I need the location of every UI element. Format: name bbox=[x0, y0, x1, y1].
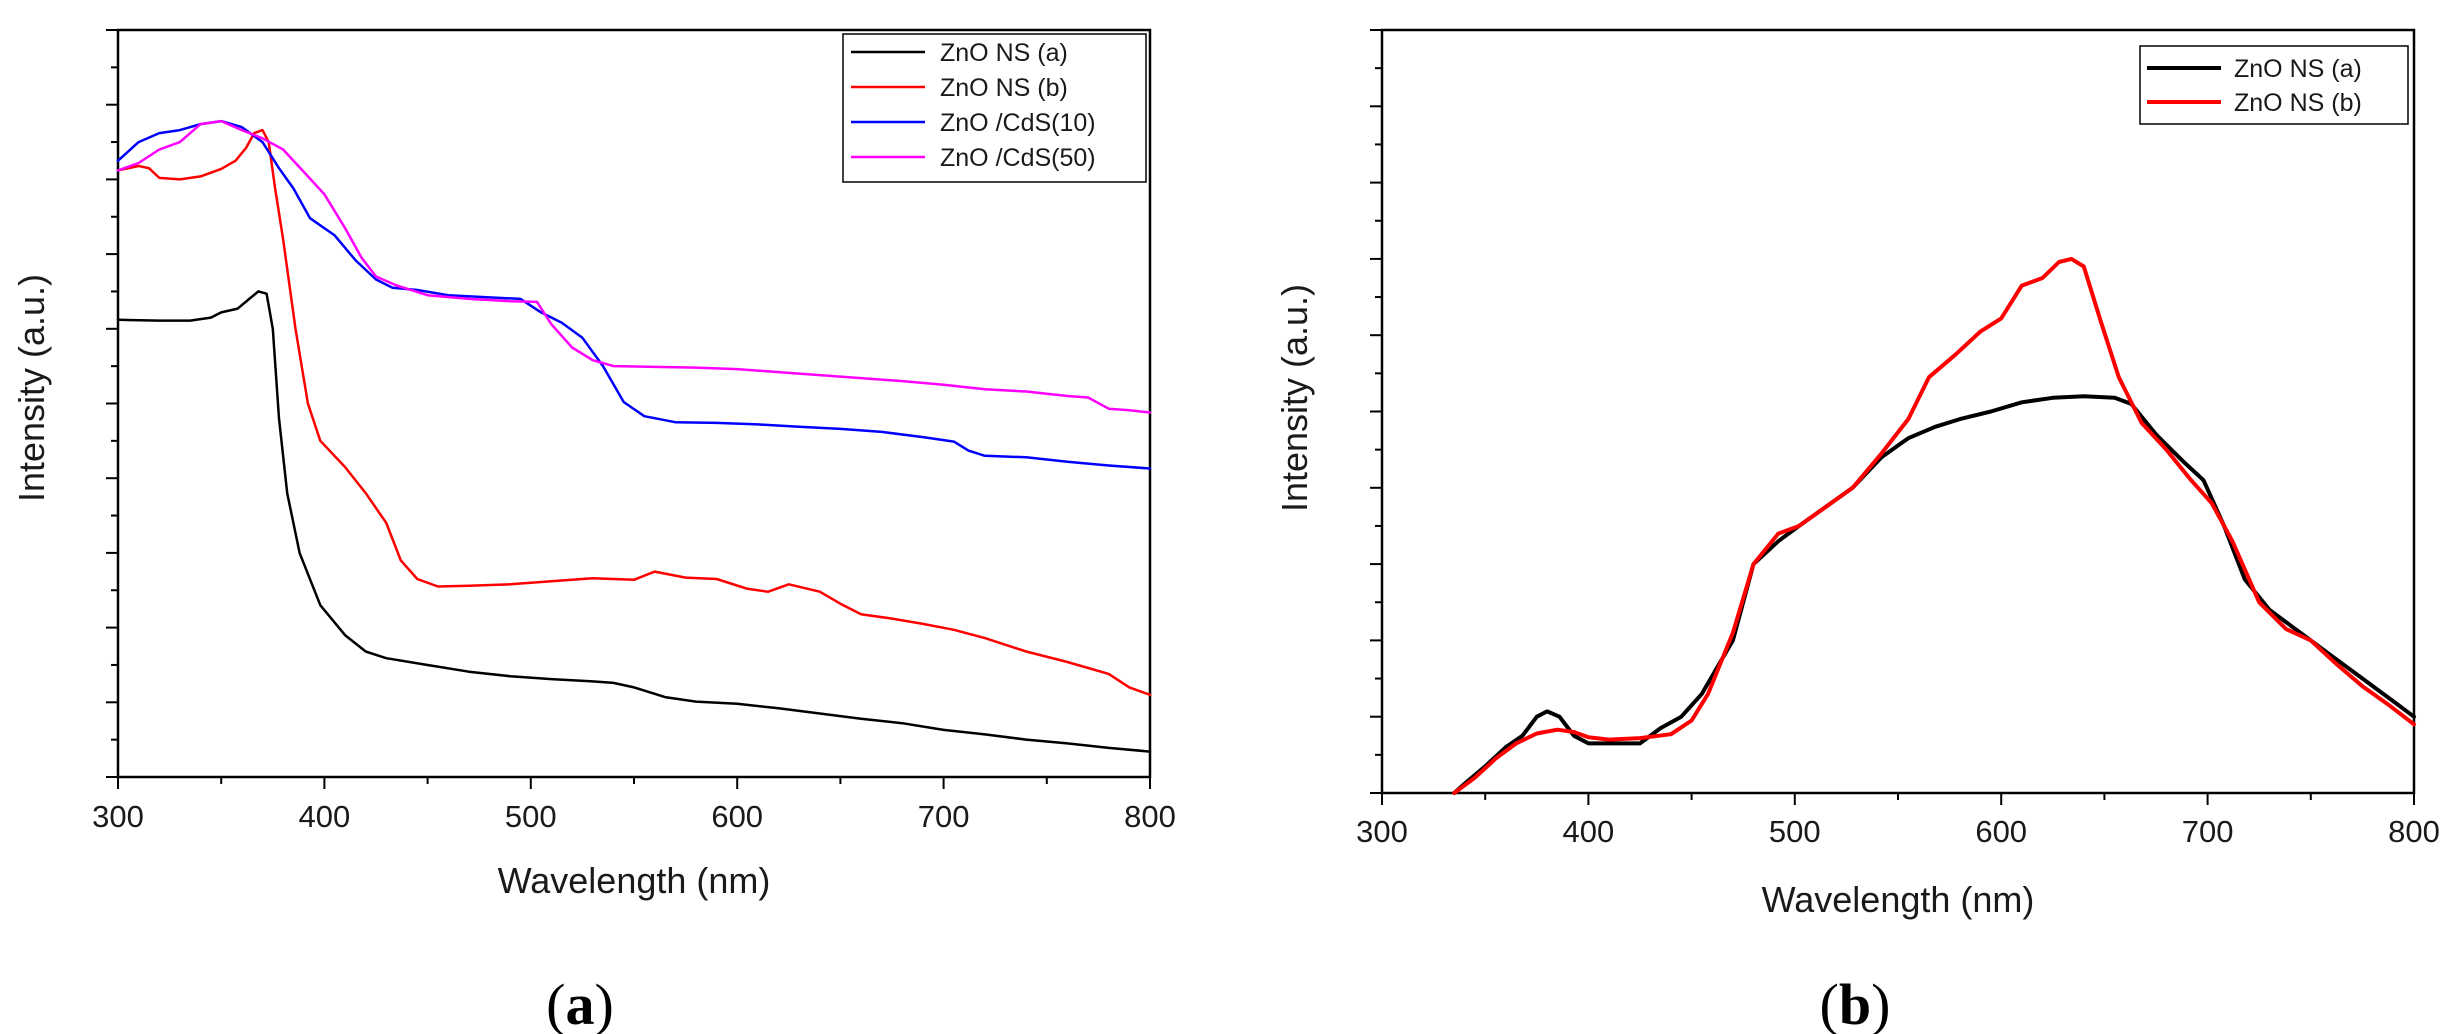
x-tick-label-b-1: 400 bbox=[1563, 814, 1615, 849]
x-tick-label-a-4: 700 bbox=[918, 799, 970, 834]
legend-label-a-0: ZnO NS (a) bbox=[940, 39, 1068, 67]
plot-frame-b bbox=[1380, 28, 2416, 795]
legend-label-b-1: ZnO NS (b) bbox=[2234, 89, 2362, 117]
legend-label-a-3: ZnO /CdS(50) bbox=[940, 144, 1096, 172]
x-tick-label-a-0: 300 bbox=[92, 799, 144, 834]
series-line-b-1 bbox=[1452, 256, 2416, 795]
series-line-a-0 bbox=[116, 290, 1152, 753]
x-tick-label-a-5: 800 bbox=[1124, 799, 1176, 834]
x-tick-label-b-0: 300 bbox=[1356, 814, 1408, 849]
x-tick-label-b-5: 800 bbox=[2388, 814, 2440, 849]
x-axis-label-a: Wavelength (nm) bbox=[498, 860, 771, 901]
legend-a: ZnO NS (a) ZnO NS (b) ZnO /CdS(10) ZnO /… bbox=[842, 33, 1147, 183]
x-tick-label-a-3: 600 bbox=[711, 799, 763, 834]
panel-label-a: (a) bbox=[546, 972, 614, 1034]
series-line-b-0 bbox=[1452, 394, 2416, 795]
series-line-a-3 bbox=[116, 119, 1152, 414]
legend-label-a-1: ZnO NS (b) bbox=[940, 74, 1068, 102]
panel-label-b: (b) bbox=[1820, 972, 1891, 1034]
x-tick-label-b-4: 700 bbox=[2182, 814, 2234, 849]
x-tick-label-a-2: 500 bbox=[505, 799, 557, 834]
panel-label-b-text: (b) bbox=[1820, 972, 1891, 1034]
y-axis-label-a: Intensity (a.u.) bbox=[11, 274, 52, 502]
axis-ticks-b bbox=[1370, 29, 2415, 805]
series-line-a-1 bbox=[116, 128, 1152, 697]
x-tick-label-b-2: 500 bbox=[1769, 814, 1821, 849]
legend-label-a-2: ZnO /CdS(10) bbox=[940, 109, 1096, 137]
x-tick-label-b-3: 600 bbox=[1975, 814, 2027, 849]
chart-a: 300 400 500 600 700 800 Wavelength (nm) … bbox=[11, 28, 1176, 1034]
chart-b: 300 400 500 600 700 800 Wavelength (nm) … bbox=[1274, 28, 2440, 1034]
legend-box-b bbox=[2139, 45, 2409, 125]
axis-ticks-a bbox=[106, 29, 1151, 789]
legend-label-b-0: ZnO NS (a) bbox=[2234, 55, 2362, 83]
y-axis-label-b: Intensity (a.u.) bbox=[1274, 284, 1315, 512]
x-tick-label-a-1: 400 bbox=[299, 799, 351, 834]
series-group-b bbox=[1452, 256, 2416, 795]
panel-label-a-text: (a) bbox=[546, 972, 614, 1034]
x-axis-label-b: Wavelength (nm) bbox=[1762, 879, 2035, 920]
legend-b: ZnO NS (a) ZnO NS (b) bbox=[2139, 45, 2409, 125]
series-group-a bbox=[116, 119, 1152, 753]
